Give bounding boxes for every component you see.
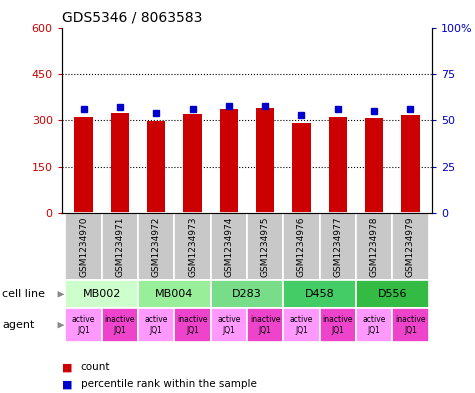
- Text: ■: ■: [62, 379, 72, 389]
- Bar: [247, 213, 283, 280]
- Text: inactive
JQ1: inactive JQ1: [104, 316, 135, 335]
- Text: cell line: cell line: [2, 289, 46, 299]
- Text: D556: D556: [378, 289, 407, 299]
- Bar: [320, 309, 356, 342]
- Bar: [66, 280, 138, 309]
- Text: active
JQ1: active JQ1: [290, 316, 313, 335]
- Bar: [111, 113, 129, 213]
- Text: GSM1234979: GSM1234979: [406, 217, 415, 277]
- Text: D458: D458: [305, 289, 334, 299]
- Bar: [75, 118, 93, 213]
- Bar: [220, 108, 238, 213]
- Bar: [283, 309, 320, 342]
- Bar: [102, 213, 138, 280]
- Bar: [320, 213, 356, 280]
- Text: GSM1234977: GSM1234977: [333, 217, 342, 277]
- Text: active
JQ1: active JQ1: [362, 316, 386, 335]
- Bar: [147, 121, 165, 213]
- Text: GSM1234970: GSM1234970: [79, 217, 88, 277]
- Bar: [211, 309, 247, 342]
- Text: MB004: MB004: [155, 289, 193, 299]
- Text: MB002: MB002: [83, 289, 121, 299]
- Bar: [283, 280, 356, 309]
- Text: GSM1234971: GSM1234971: [115, 217, 124, 277]
- Bar: [356, 280, 428, 309]
- Text: inactive
JQ1: inactive JQ1: [395, 316, 426, 335]
- Text: inactive
JQ1: inactive JQ1: [177, 316, 208, 335]
- Text: active
JQ1: active JQ1: [217, 316, 240, 335]
- Text: GSM1234975: GSM1234975: [261, 217, 270, 277]
- Text: active
JQ1: active JQ1: [72, 316, 95, 335]
- Bar: [356, 213, 392, 280]
- Bar: [138, 280, 211, 309]
- Bar: [183, 114, 201, 213]
- Text: inactive
JQ1: inactive JQ1: [250, 316, 280, 335]
- Bar: [211, 213, 247, 280]
- Bar: [211, 280, 283, 309]
- Bar: [329, 117, 347, 213]
- Text: GSM1234974: GSM1234974: [224, 217, 233, 277]
- Text: active
JQ1: active JQ1: [144, 316, 168, 335]
- Bar: [174, 213, 211, 280]
- Text: ■: ■: [62, 362, 72, 373]
- Bar: [66, 309, 102, 342]
- Text: GSM1234972: GSM1234972: [152, 217, 161, 277]
- Bar: [392, 309, 428, 342]
- Bar: [356, 309, 392, 342]
- Bar: [256, 108, 274, 213]
- Bar: [401, 115, 419, 213]
- Bar: [138, 309, 174, 342]
- Bar: [283, 213, 320, 280]
- Text: GDS5346 / 8063583: GDS5346 / 8063583: [62, 11, 202, 25]
- Text: count: count: [81, 362, 110, 373]
- Bar: [365, 118, 383, 213]
- Text: GSM1234976: GSM1234976: [297, 217, 306, 277]
- Bar: [102, 309, 138, 342]
- Bar: [293, 123, 311, 213]
- Bar: [174, 309, 211, 342]
- Text: percentile rank within the sample: percentile rank within the sample: [81, 379, 256, 389]
- Text: agent: agent: [2, 320, 35, 330]
- Bar: [247, 309, 283, 342]
- Text: inactive
JQ1: inactive JQ1: [323, 316, 353, 335]
- Bar: [66, 213, 102, 280]
- Bar: [138, 213, 174, 280]
- Text: D283: D283: [232, 289, 262, 299]
- Text: GSM1234973: GSM1234973: [188, 217, 197, 277]
- Bar: [392, 213, 428, 280]
- Text: GSM1234978: GSM1234978: [370, 217, 379, 277]
